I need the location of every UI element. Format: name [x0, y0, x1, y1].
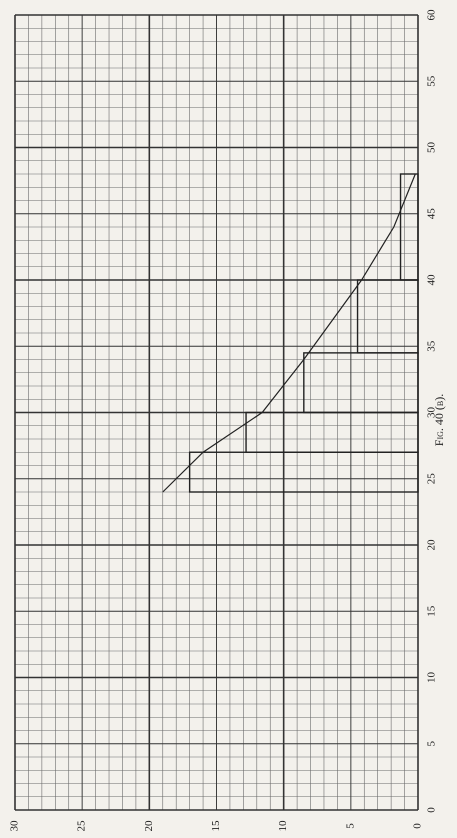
- caption: Fig. 40 (b).: [432, 394, 446, 446]
- x-tick-label: 35: [426, 340, 438, 352]
- y-tick-label: 25: [76, 820, 88, 832]
- x-tick-label: 20: [426, 539, 438, 551]
- bar: [303, 352, 419, 414]
- x-tick-label: 55: [426, 75, 438, 87]
- y-tick-label: 0: [412, 823, 424, 829]
- bar: [245, 411, 419, 453]
- bar: [399, 173, 419, 281]
- x-tick-label: 60: [426, 9, 438, 21]
- x-tick-label: 45: [426, 208, 438, 220]
- y-tick-label: 15: [210, 820, 222, 832]
- y-tick-label: 20: [143, 820, 155, 832]
- x-tick-label: 40: [426, 274, 438, 286]
- bar: [188, 451, 419, 493]
- x-tick-label: 0: [426, 807, 438, 813]
- marks: [162, 173, 419, 493]
- major-grid: 0 5 10 15 20 25 30 35 40 45 50 55 60 0 5 10 15 20 25 30: [9, 9, 438, 832]
- y-tick-label: 30: [9, 820, 21, 832]
- x-tick-label: 5: [426, 741, 438, 747]
- x-tick-label: 50: [426, 142, 438, 154]
- y-tick-label: 5: [344, 823, 356, 829]
- x-tick-label: 25: [426, 473, 438, 485]
- fitted-curve: [162, 173, 416, 493]
- x-tick-label: 15: [426, 605, 438, 617]
- x-tick-label: 30: [426, 407, 438, 419]
- x-tick-label: 10: [426, 672, 438, 684]
- bar: [356, 279, 419, 354]
- y-tick-label: 10: [277, 820, 289, 832]
